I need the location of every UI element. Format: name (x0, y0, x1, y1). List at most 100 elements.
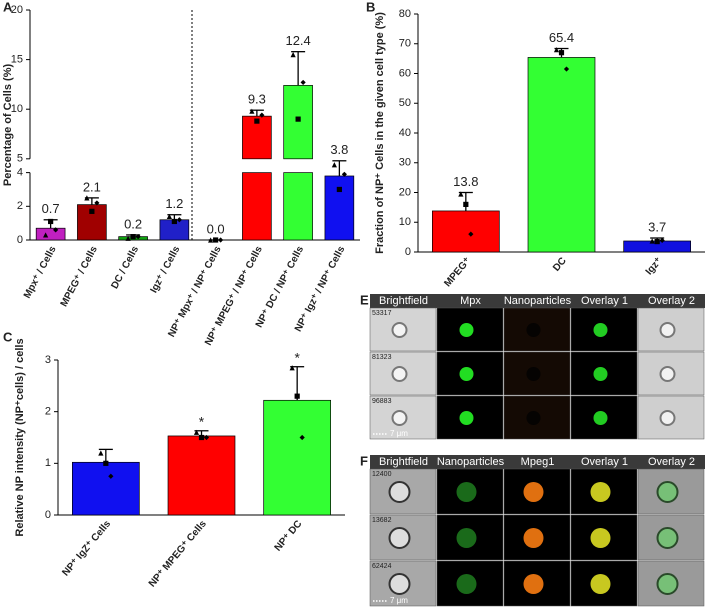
point (659, 237, 665, 243)
y-tick-label: 2 (45, 406, 51, 418)
panel-label: B (366, 0, 375, 14)
point (463, 201, 469, 207)
cell-image (391, 410, 408, 426)
point (130, 234, 136, 240)
point (654, 238, 660, 245)
value-label: 13.8 (453, 174, 478, 189)
point (341, 171, 347, 177)
value-label: 1.2 (165, 196, 183, 211)
y-tick-label: 50 (399, 97, 411, 109)
row-id: 62424 (372, 563, 392, 570)
cell-image (593, 323, 608, 337)
cell-image (388, 527, 411, 549)
value-label: 3.7 (648, 219, 666, 234)
cell-image (659, 322, 676, 338)
cell-image (523, 482, 544, 502)
cell-image (388, 481, 411, 503)
column-header: Overlay 2 (648, 456, 695, 468)
bar (35, 227, 66, 241)
column-header: Overlay 1 (581, 295, 628, 307)
y-tick-label: 2 (17, 200, 23, 212)
x-tick-label: NP⁺ MPEG⁺ Cells (147, 518, 209, 589)
column-header: Mpx (460, 295, 481, 307)
image-cell (570, 468, 638, 515)
point (43, 232, 49, 238)
point (198, 434, 205, 441)
cell-image (526, 323, 541, 337)
column-header: Nanoparticles (504, 295, 572, 307)
point (563, 66, 570, 72)
annotation: * (294, 349, 300, 365)
point (84, 195, 90, 201)
value-label: 2.1 (83, 179, 101, 194)
panel-label: F (360, 453, 368, 468)
bar (242, 172, 272, 241)
x-tick-label: Igz⁺ (644, 256, 665, 278)
x-tick-label: MPEG⁺ / Cells (59, 244, 100, 309)
point (176, 217, 182, 223)
bar (263, 399, 331, 516)
cell-image (391, 366, 408, 382)
point (89, 208, 95, 214)
value-label: 12.4 (285, 33, 310, 48)
bar (167, 435, 236, 516)
cell-image (590, 482, 611, 502)
column-header: Overlay 1 (581, 456, 628, 468)
value-label: 0.7 (42, 201, 60, 216)
point (203, 434, 210, 441)
cell-image (523, 574, 544, 594)
cell-image (523, 528, 544, 548)
column-header: Overlay 2 (648, 295, 695, 307)
cell-image (590, 528, 611, 548)
cell-image (526, 367, 541, 381)
row-id: 53317 (372, 310, 392, 317)
point (218, 237, 224, 243)
point (558, 50, 565, 56)
value-label: 9.3 (248, 92, 266, 107)
cell-image (656, 573, 679, 595)
cell-image (459, 411, 474, 425)
point (103, 460, 109, 466)
bar (283, 172, 313, 241)
y-tick-label: 3 (45, 354, 51, 366)
column-header: Nanoparticles (437, 456, 505, 468)
point (289, 365, 295, 371)
point (295, 116, 301, 122)
point (458, 191, 464, 197)
point (166, 213, 172, 220)
point (171, 218, 177, 225)
point (48, 218, 54, 225)
column-header: Mpeg1 (521, 456, 555, 468)
cell-image (590, 574, 611, 594)
cell-image (659, 366, 676, 382)
point (135, 234, 141, 240)
cell-image (593, 367, 608, 381)
bar (432, 210, 500, 253)
value-label: 3.8 (330, 142, 348, 157)
point (331, 162, 337, 168)
cell-image (593, 411, 608, 425)
scale-label: 7 μm (390, 429, 408, 438)
point (53, 227, 59, 233)
cell-image (659, 410, 676, 426)
panel-header-bg (370, 455, 705, 469)
bar (71, 461, 140, 516)
cell-image (388, 573, 411, 595)
point (553, 47, 560, 53)
x-tick-label: Igz⁺ / Cells (149, 244, 183, 295)
bar (283, 85, 313, 160)
cell-image (456, 574, 477, 594)
y-tick-label: 0 (17, 234, 23, 246)
bar (527, 57, 596, 253)
y-tick-label: 1 (45, 457, 51, 469)
row-id: 96883 (372, 398, 392, 405)
x-tick-label: DC (551, 256, 569, 274)
y-tick-label: 10 (399, 216, 411, 228)
cell-image (391, 322, 408, 338)
point (193, 429, 200, 435)
point (98, 450, 104, 456)
y-tick-label: 40 (399, 127, 411, 139)
x-tick-label: Mpx⁺ / Cells (22, 244, 59, 300)
y-tick-label: 0 (45, 509, 51, 521)
